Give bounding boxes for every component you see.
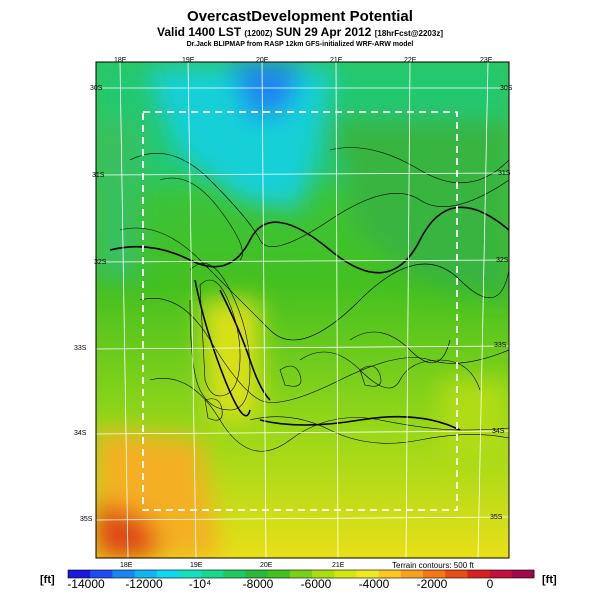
colorbar-swatch [156, 570, 180, 578]
terrain-contours [119, 147, 509, 452]
terrain-contour-note: Terrain contours: 500 ft [392, 561, 474, 570]
colorbar-label: 0 [486, 577, 494, 591]
colorbar-label: -8000 [242, 577, 274, 591]
colorbar-swatch [511, 570, 535, 578]
lat-label-right: 33S [494, 342, 507, 349]
colorbar-swatch [467, 570, 491, 578]
lat-label-right: 31S [498, 170, 511, 177]
colorbar-label: -2000 [416, 577, 448, 591]
lon-label-top: 22E [404, 57, 417, 64]
map-subtitle: Valid 1400 LST (1200Z) SUN 29 Apr 2012 [… [0, 25, 600, 39]
lon-label-bottom: 21E [332, 562, 345, 569]
valid-date: SUN 29 Apr 2012 [275, 25, 372, 39]
lon-label-top: 23E [480, 57, 493, 64]
map-border [95, 61, 510, 559]
colorbar-unit-right: [ft] [542, 574, 557, 586]
colorbar-swatch [68, 570, 91, 578]
valid-time: Valid 1400 LST [157, 25, 242, 39]
colorbar-swatch [356, 570, 380, 578]
colorbar-label: -10⁴ [188, 577, 212, 591]
colorbar-swatch [445, 570, 468, 578]
lat-label-right: 35S [490, 514, 503, 521]
colorbar-swatch [134, 570, 158, 578]
main-contours [109, 206, 509, 431]
colorbar-swatch [112, 570, 136, 578]
colorbar-swatch [400, 570, 424, 578]
colorbar-unit-left: [ft] [40, 574, 55, 586]
lat-label-left: 33S [74, 345, 87, 352]
colorbar-label: -14000 [67, 577, 105, 591]
valid-time-utc: (1200Z) [244, 29, 273, 38]
map-title: OvercastDevelopment Potential [187, 8, 413, 25]
lat-label-left: 31S [92, 172, 105, 179]
lon-label-top: 20E [256, 57, 269, 64]
colorbar-swatch [334, 570, 357, 578]
colorbar-swatch [90, 570, 113, 578]
colorbar-label: -12000 [125, 577, 163, 591]
lon-label-bottom: 18E [120, 562, 133, 569]
lon-label-bottom: 19E [190, 562, 203, 569]
colorbar-swatch [289, 570, 313, 578]
inner-domain-box [142, 111, 458, 511]
lat-label-left: 34S [74, 430, 87, 437]
colorbar-swatch [378, 570, 402, 578]
colorbar-swatch [245, 570, 269, 578]
colorbar-outline [67, 569, 535, 579]
lat-label-right: 34S [492, 428, 505, 435]
lon-label-top: 19E [182, 57, 195, 64]
colorbar-swatch [201, 570, 224, 578]
colorbar-swatch [312, 570, 335, 578]
colorbar-label: -6000 [300, 577, 332, 591]
colorbar-swatch [223, 570, 247, 578]
colorbar-swatch [489, 570, 513, 578]
lon-label-top: 18E [114, 57, 127, 64]
lat-label-right: 30S [500, 85, 513, 92]
lon-label-top: 21E [330, 57, 343, 64]
colorbar-swatch [178, 570, 202, 578]
colorbar-label: -4000 [358, 577, 390, 591]
map-credit: Dr.Jack BLIPMAP from RASP 12km GFS-initi… [186, 41, 414, 48]
forecast-info: [18hrFcst@2203z] [374, 29, 443, 38]
colorbar-swatch [267, 570, 291, 578]
lat-label-left: 30S [90, 85, 103, 92]
colorbar [67, 569, 535, 579]
colorbar-swatch [423, 570, 446, 578]
potential-field [96, 62, 509, 558]
lat-label-left: 32S [94, 259, 107, 266]
lat-lon-grid [96, 62, 509, 558]
lat-label-left: 35S [80, 516, 93, 523]
lat-label-right: 32S [496, 257, 509, 264]
lon-label-bottom: 20E [260, 562, 273, 569]
